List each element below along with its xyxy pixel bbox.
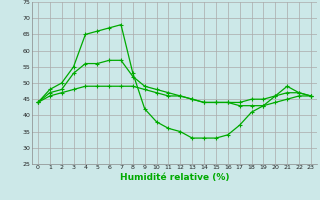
X-axis label: Humidité relative (%): Humidité relative (%) bbox=[120, 173, 229, 182]
